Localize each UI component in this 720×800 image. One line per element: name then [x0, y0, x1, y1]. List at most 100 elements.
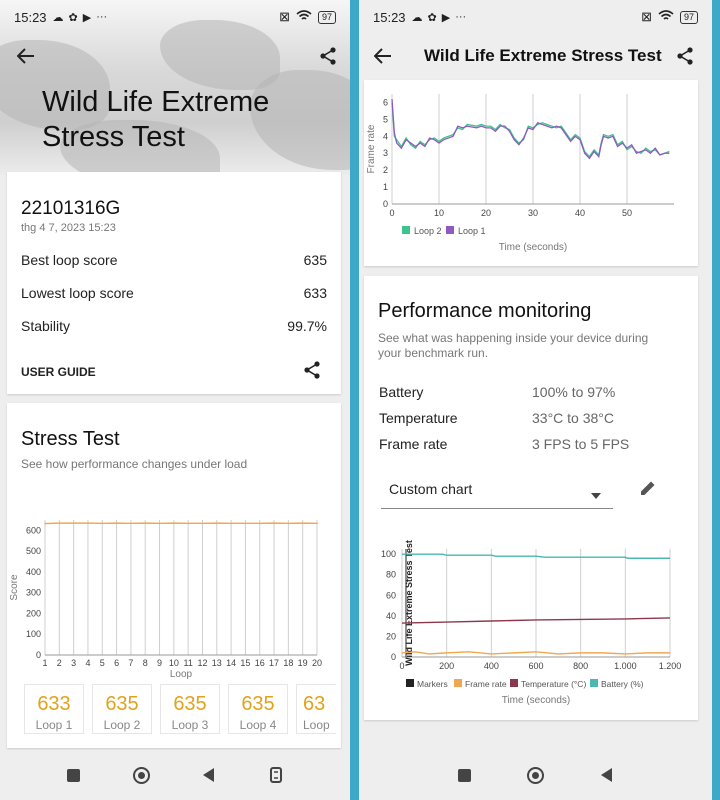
y-tick-label: 0	[36, 650, 41, 660]
y-tick-label: 60	[386, 590, 396, 600]
series-line	[401, 617, 671, 624]
recents-button[interactable]	[453, 763, 477, 787]
legend-label: Markers	[417, 679, 448, 689]
y-tick-label: 20	[386, 631, 396, 641]
y-tick-label: 2	[383, 165, 388, 175]
perf-subtitle: See what was happening inside your devic…	[378, 331, 649, 360]
youtube-icon: ▶	[441, 11, 451, 24]
score-point	[287, 522, 290, 525]
marker-label: Wild Life Extreme Stress Test	[404, 540, 414, 666]
settings-icon: ✿	[68, 11, 78, 24]
loop-score-tile[interactable]: 633 Loop 1	[24, 684, 84, 734]
back-button[interactable]	[197, 763, 221, 787]
rotate-icon[interactable]	[264, 763, 288, 787]
app-bar-title: Wild Life Extreme Stress Test	[424, 46, 662, 65]
score-point	[101, 522, 104, 525]
settings-icon: ✿	[427, 11, 437, 24]
temperature-row: Temperature 33°C to 38°C	[379, 410, 615, 426]
x-tick-label: 14	[226, 658, 236, 668]
score-point	[201, 522, 204, 525]
y-tick-label: 1	[383, 182, 388, 192]
score-point	[173, 522, 175, 524]
recents-button[interactable]	[62, 763, 86, 787]
chart-type-dropdown[interactable]: Custom chart	[381, 470, 613, 509]
x-tick-label: 12	[197, 658, 207, 668]
battery-icon: 97	[317, 10, 336, 24]
sim-icon: ⊠	[641, 9, 652, 24]
x-tick-label: 1.000	[614, 661, 637, 671]
performance-chart: 0 20 40 60 80 100 0 200 400 600 800 1.000 1.200 Wild …	[381, 540, 682, 706]
legend-swatch	[510, 679, 518, 687]
score-point	[130, 522, 132, 525]
x-tick-label: 11	[183, 658, 192, 668]
youtube-icon: ▶	[82, 11, 92, 24]
y-tick-label: 400	[26, 567, 41, 577]
share-icon[interactable]	[673, 44, 697, 68]
back-arrow-icon[interactable]	[14, 44, 38, 68]
x-tick-label: 6	[114, 658, 119, 668]
y-tick-label: 0	[383, 199, 388, 209]
device-name: 22101316G	[21, 198, 121, 219]
score-point	[115, 522, 118, 524]
dropdown-value: Custom chart	[389, 481, 473, 497]
home-button[interactable]	[524, 763, 548, 787]
stress-subtitle: See how performance changes under load	[21, 457, 248, 471]
x-tick-label: 4	[85, 658, 90, 668]
dropdown-arrow-icon	[591, 486, 601, 504]
score-point	[187, 522, 189, 525]
x-tick-label: 600	[528, 661, 543, 671]
app-bar	[359, 34, 712, 78]
title-line-1: Wild Life Extreme	[42, 86, 270, 118]
wifi-icon	[296, 9, 312, 25]
x-tick-label: 40	[575, 208, 585, 218]
legend-label: Loop 1	[458, 226, 486, 236]
status-time: 15:23	[14, 9, 47, 25]
back-arrow-icon[interactable]	[371, 44, 395, 68]
stress-title: Stress Test	[21, 428, 120, 450]
share-icon[interactable]	[316, 44, 340, 68]
more-dots-icon: ···	[455, 11, 467, 23]
loop-score-tile[interactable]: 635 Loop 3	[160, 684, 220, 734]
edit-pencil-icon[interactable]	[639, 479, 657, 502]
loop-score-tile[interactable]: 63 Loop	[296, 684, 336, 734]
x-tick-label: 17	[269, 658, 279, 668]
sim-icon: ⊠	[279, 9, 290, 24]
x-tick-label: 200	[439, 661, 454, 671]
share-icon[interactable]	[303, 361, 321, 384]
x-tick-label: 2	[57, 658, 62, 668]
x-tick-label: 10	[169, 658, 179, 668]
score-point	[273, 522, 275, 524]
battery-icon: 97	[679, 10, 698, 24]
user-guide-link[interactable]: USER GUIDE	[21, 365, 96, 379]
x-axis-label: Loop	[170, 669, 193, 680]
run-date: thg 4 7, 2023 15:23	[21, 222, 116, 234]
home-button[interactable]	[129, 763, 153, 787]
frame-rate-card	[364, 80, 698, 266]
cloud-icon: ☁	[411, 11, 423, 24]
navigation-bar	[359, 750, 712, 800]
score-point	[144, 522, 147, 524]
cloud-icon: ☁	[52, 11, 64, 24]
score-point	[44, 522, 46, 525]
score-point	[72, 522, 75, 524]
left-phone-screen: 15:23 ☁ ✿ ▶ ··· ⊠ 97 Wild Life Extreme S…	[0, 0, 350, 800]
status-bar: 15:23 ☁ ✿ ▶ ··· ⊠ 97	[0, 0, 350, 34]
series-line	[391, 99, 670, 160]
y-tick-label: 300	[26, 588, 41, 598]
battery-row: Battery 100% to 97%	[379, 384, 616, 400]
legend-swatch	[454, 679, 462, 687]
x-tick-label: 1.200	[659, 661, 682, 671]
x-tick-label: 30	[528, 208, 538, 218]
summary-card: 22101316G thg 4 7, 2023 15:23 Best loop …	[7, 172, 341, 394]
loop-score-tile[interactable]: 635 Loop 4	[228, 684, 288, 734]
lowest-loop-row: Lowest loop score 633	[21, 285, 327, 301]
legend-label: Loop 2	[414, 226, 442, 236]
wifi-icon	[658, 9, 674, 25]
loop-score-tile[interactable]: 635 Loop 2	[92, 684, 152, 734]
legend-swatch	[446, 226, 454, 234]
y-tick-label: 600	[26, 525, 41, 535]
x-tick-label: 16	[255, 658, 265, 668]
x-tick-label: 1	[42, 658, 47, 668]
back-button[interactable]	[595, 763, 619, 787]
